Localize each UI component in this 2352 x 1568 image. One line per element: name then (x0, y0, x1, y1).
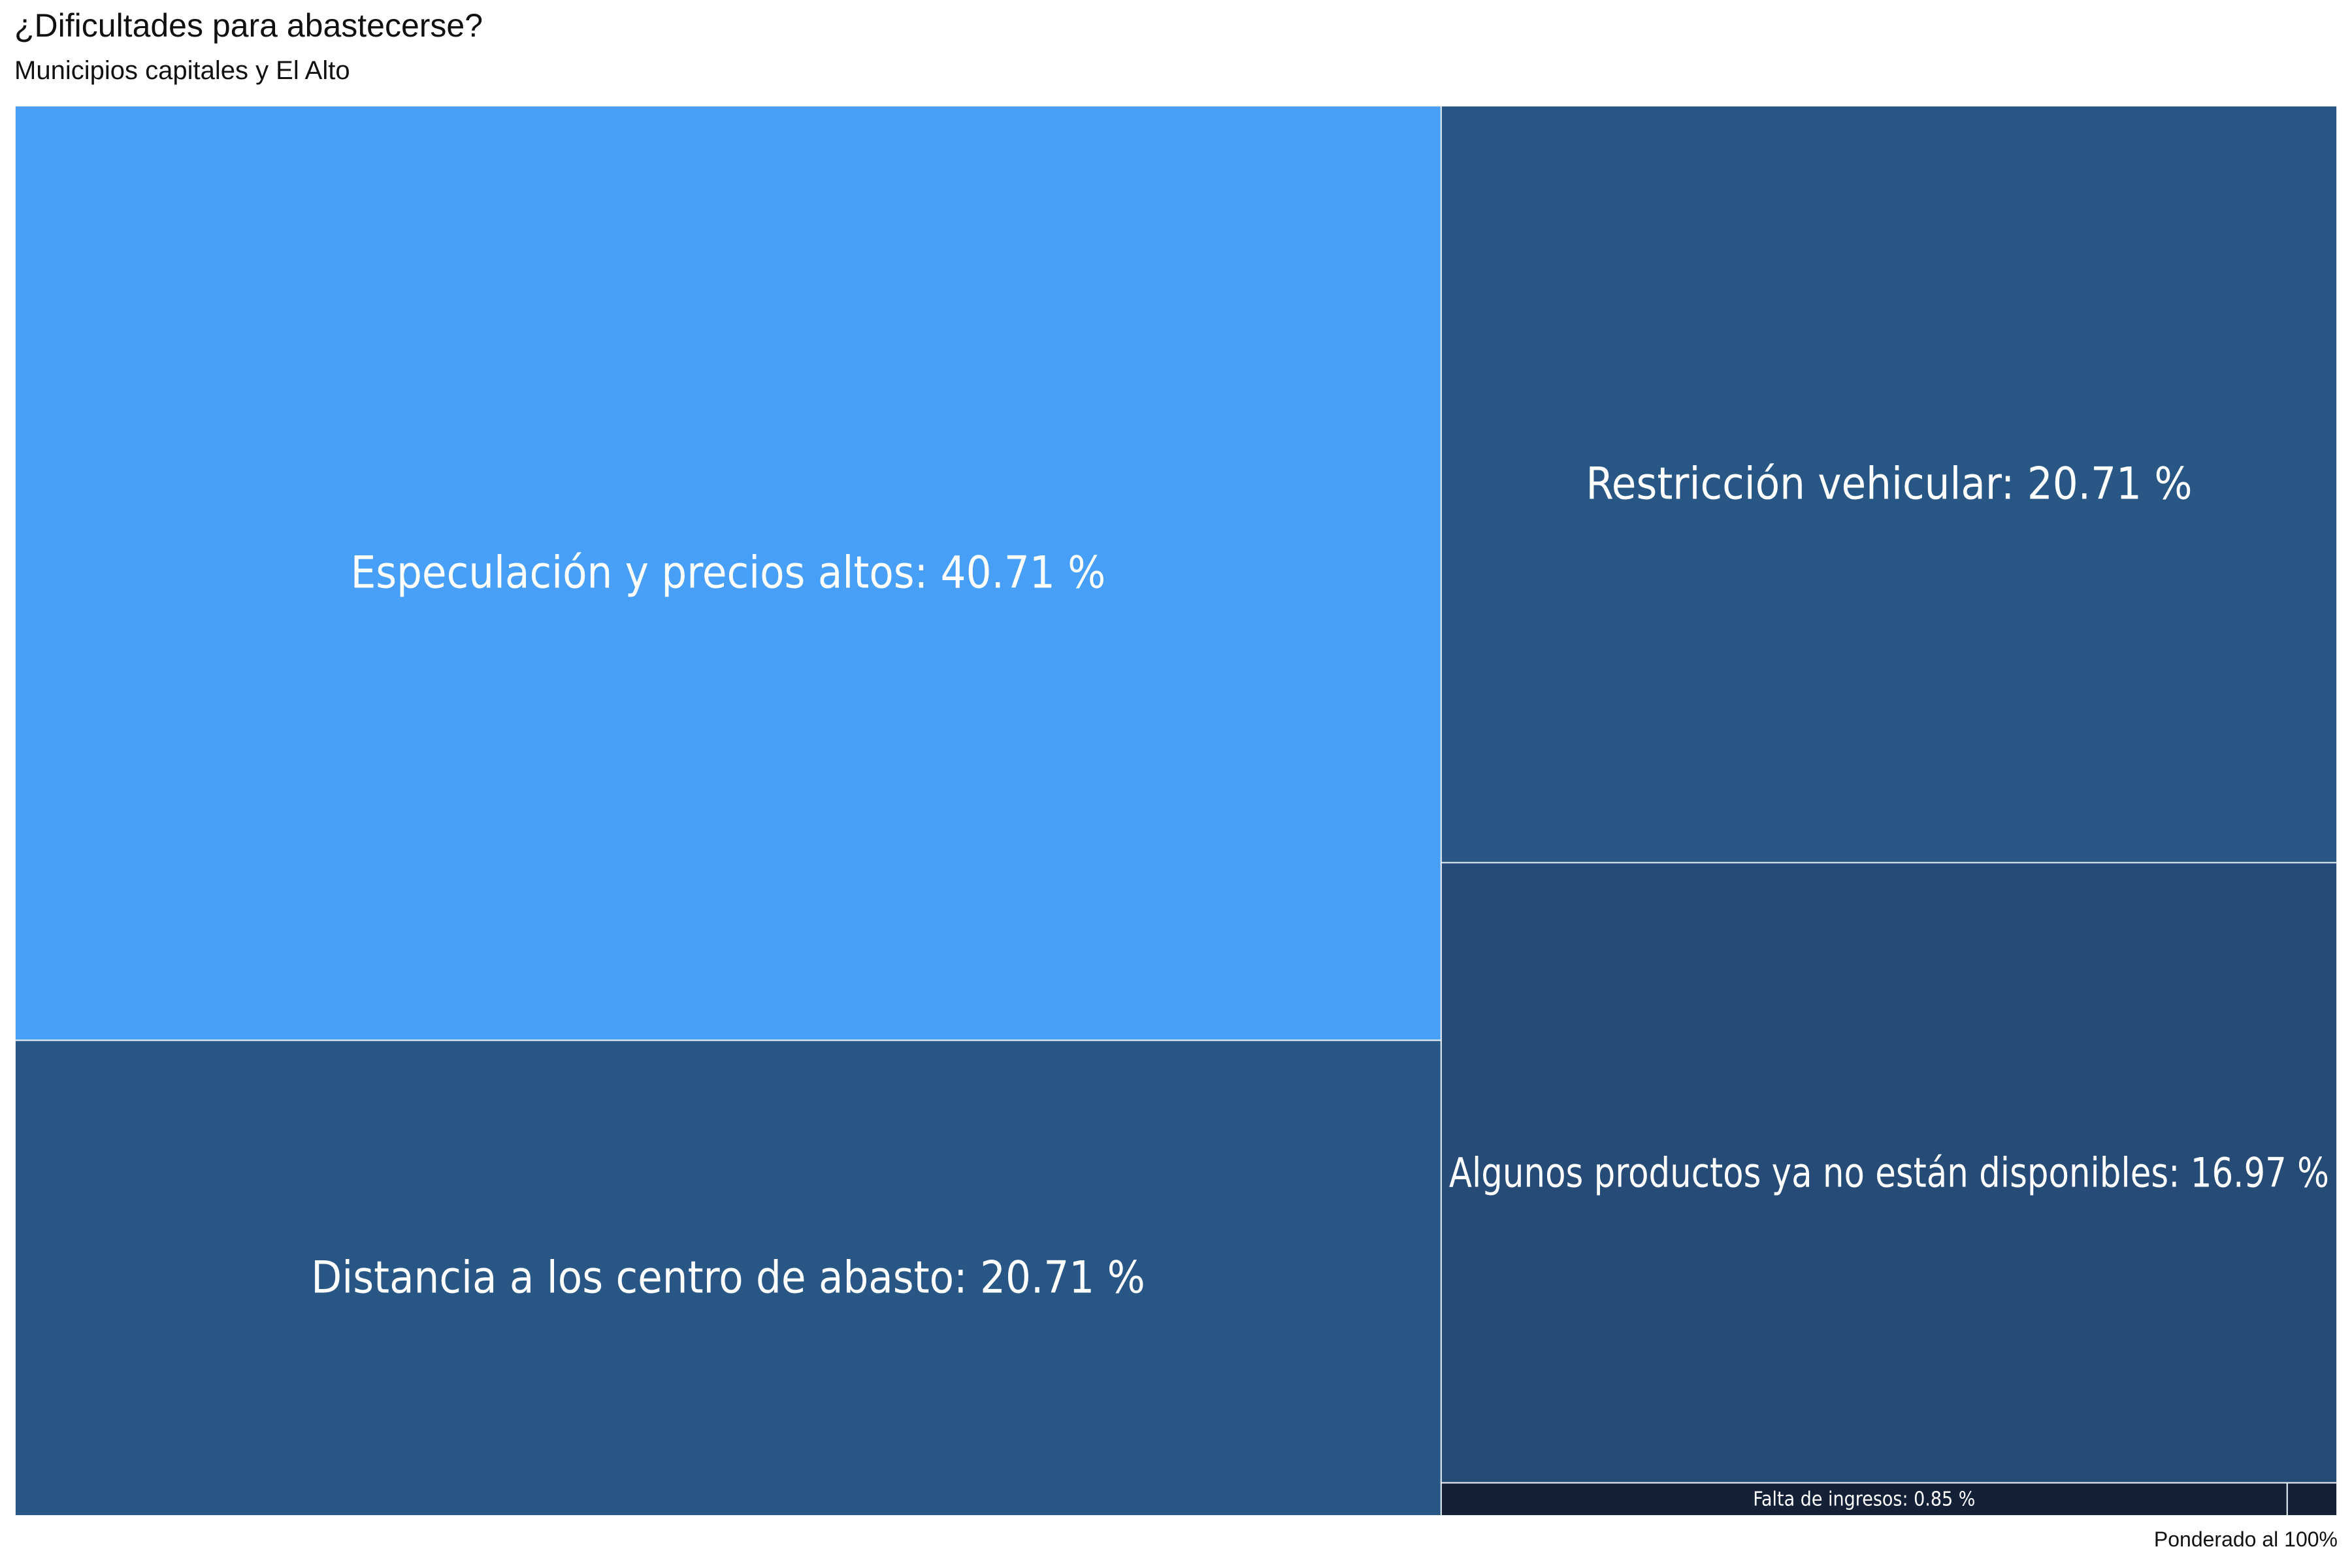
treemap-tile-6 (2286, 1482, 2337, 1516)
chart-title: ¿Dificultades para abastecerse? (14, 7, 483, 44)
treemap-tile-4 (1440, 862, 2337, 1484)
treemap-label-3: Restricción vehicular: 20.71 % (1586, 459, 2192, 510)
treemap-chart: Especulación y precios altos: 40.71 % Dis… (15, 106, 2337, 1516)
treemap-tile-2 (15, 1039, 1442, 1516)
chart-caption: Ponderado al 100% (2153, 1527, 2338, 1551)
treemap-label-4: Algunos productos ya no están disponible… (1449, 1149, 2329, 1197)
chart-subtitle: Municipios capitales y El Alto (14, 56, 350, 85)
treemap-label-2: Distancia a los centro de abasto: 20.71 … (311, 1252, 1145, 1304)
treemap-tile-5 (1440, 1482, 2288, 1516)
treemap-label-5: Falta de ingresos: 0.85 % (1753, 1488, 1975, 1511)
treemap-label-1: Especulación y precios altos: 40.71 % (351, 547, 1106, 599)
treemap-tile-1 (15, 106, 1442, 1041)
